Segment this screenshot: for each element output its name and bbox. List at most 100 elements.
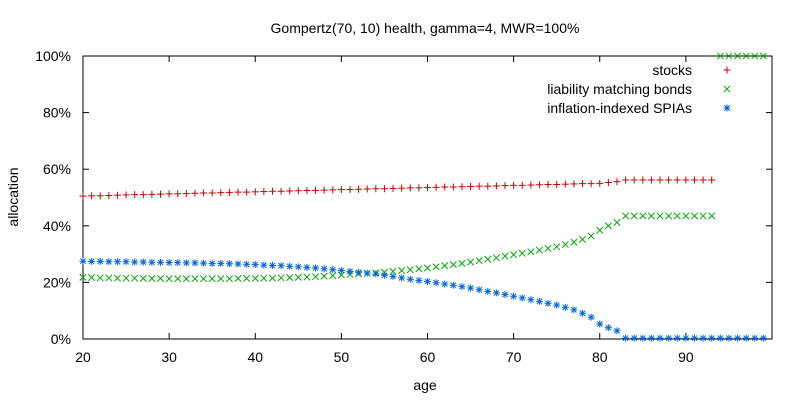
data-point [217,275,225,283]
data-point [579,309,587,317]
data-point [527,248,535,256]
axis-ticks: 20 30 40 50 60 70 80 90 0% 20% 40% 60% 80% 100% [35,48,772,365]
data-point [96,257,104,265]
data-point [492,254,500,262]
data-point [320,272,328,280]
data-point [441,262,449,270]
data-point [251,261,259,269]
data-point [673,334,681,342]
data-point [604,324,612,332]
data-point [639,334,647,342]
data-point [510,181,518,189]
data-point [217,189,225,197]
data-point [708,176,716,184]
data-point [622,212,630,220]
legend-marker [723,66,731,74]
data-point [268,187,276,195]
data-point [96,274,104,282]
series-1 [79,176,716,200]
data-point [234,260,242,268]
data-point [174,190,182,198]
data-point [200,189,208,197]
data-point [510,251,518,259]
legend-label: inflation-indexed SPIAs [547,100,692,116]
data-point [699,334,707,342]
x-tick-label: 30 [161,349,177,365]
data-point [432,183,440,191]
data-point [716,52,724,60]
data-point [200,259,208,267]
data-point [217,259,225,267]
data-point [570,180,578,188]
data-point [475,257,483,265]
y-axis-label: allocation [5,167,21,226]
data-point [337,267,345,275]
data-point [415,276,423,284]
legend-label: liability matching bonds [547,81,692,97]
data-point [690,176,698,184]
data-point [131,274,139,282]
data-point [372,270,380,278]
data-point [742,52,750,60]
data-point [286,274,294,282]
data-point [406,275,414,283]
data-point [329,272,337,280]
data-point [182,275,190,283]
data-point [174,259,182,267]
data-point [415,265,423,273]
data-point [243,188,251,196]
data-point [484,182,492,190]
x-tick-label: 50 [334,349,350,365]
data-point [148,258,156,266]
data-point [475,182,483,190]
data-point [673,176,681,184]
data-point [234,188,242,196]
data-point [561,240,569,249]
data-point [243,260,251,268]
data-point [165,275,173,283]
data-point [475,286,483,294]
data-point [518,181,526,189]
data-point [268,261,276,269]
data-point [406,266,414,274]
data-point [139,274,147,282]
data-point [570,306,578,314]
data-point [553,301,561,309]
data-point [96,192,104,200]
data-point [579,180,587,188]
data-point [604,179,612,187]
data-point [243,274,251,282]
data-point [665,334,673,342]
data-point [234,274,242,282]
data-point [639,212,647,220]
data-point [467,258,475,266]
data-point [225,275,233,283]
data-point [260,261,268,269]
data-point [268,274,277,282]
data-point [113,258,121,266]
data-point [225,260,233,268]
data-point [303,273,311,281]
data-point [467,284,475,292]
chart-title: Gompertz(70, 10) health, gamma=4, MWR=10… [271,20,580,36]
data-point [156,274,165,282]
legend: stocks liability matching bonds inflation-… [547,62,731,116]
series-2 [79,52,767,283]
data-point [656,212,664,220]
data-point [372,185,380,193]
data-point [406,184,414,192]
data-point [251,274,259,282]
data-point [174,275,182,283]
data-point [647,334,655,342]
plot-frame [82,55,773,340]
data-point [329,266,337,274]
y-tick-label: 20% [43,274,71,290]
y-tick-label: 40% [43,218,71,234]
legend-marker [723,104,731,112]
data-point [303,263,311,271]
data-point [613,327,621,335]
data-point [398,266,406,275]
data-point [587,232,595,240]
data-point [389,272,397,280]
x-tick-label: 60 [420,349,436,365]
